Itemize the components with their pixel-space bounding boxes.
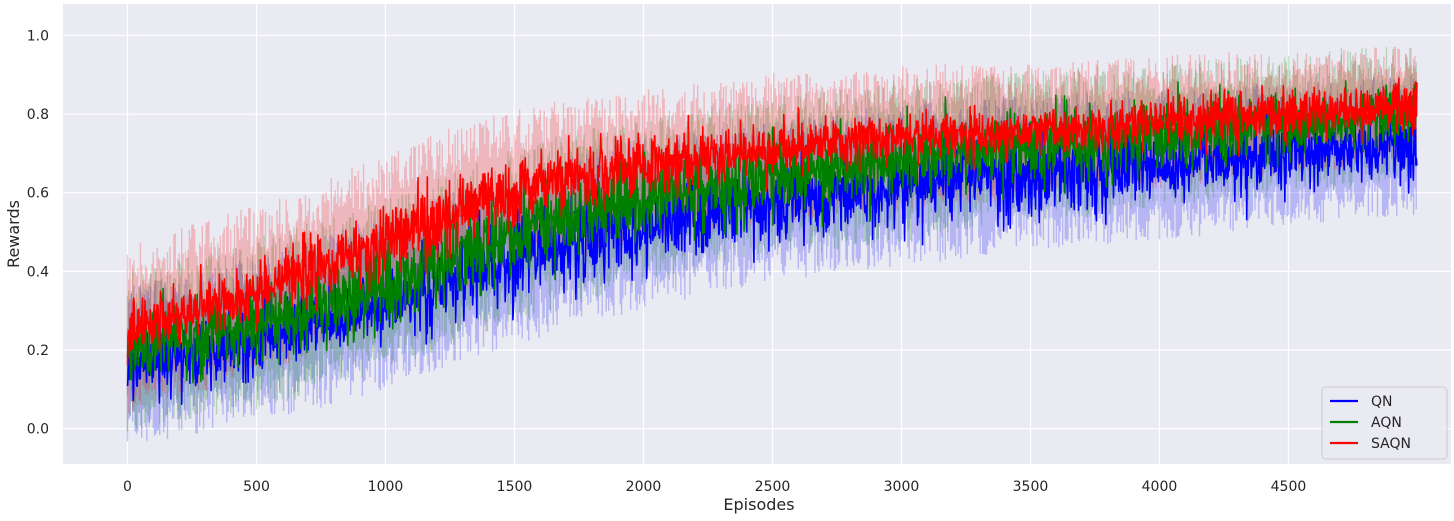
x-tick-labels: 0 500 1000 1500 2000 2500 3000 3500 4000 4500 [123,479,1306,495]
x-tick-label: 1000 [368,479,404,495]
y-tick-label: 0.4 [27,264,49,280]
x-tick-label: 2500 [755,479,791,495]
x-tick-label: 1500 [497,479,533,495]
x-axis-label: Episodes [723,495,794,514]
legend-label-qn: QN [1371,394,1393,410]
legend-label-aqn: AQN [1371,415,1402,431]
x-tick-label: 500 [243,479,270,495]
x-tick-label: 3500 [1013,479,1049,495]
y-tick-labels: 0.0 0.2 0.4 0.6 0.8 1.0 [27,28,49,437]
legend: QN AQN SAQN [1321,386,1448,460]
y-tick-label: 1.0 [27,28,49,44]
y-tick-label: 0.2 [27,343,49,359]
y-tick-label: 0.6 [27,186,49,202]
legend-label-saqn: SAQN [1371,436,1411,452]
x-tick-label: 2000 [626,479,662,495]
x-tick-label: 4000 [1142,479,1178,495]
legend-box [1321,386,1448,460]
x-tick-label: 3000 [884,479,920,495]
series-line-saqn [126,77,1418,365]
y-tick-label: 0.0 [27,422,49,438]
x-tick-label: 0 [123,479,132,495]
series-lines [126,77,1418,406]
x-tick-label: 4500 [1271,479,1307,495]
y-tick-label: 0.8 [27,107,49,123]
y-axis-label: Rewards [4,200,23,268]
plot-area [63,4,1451,464]
